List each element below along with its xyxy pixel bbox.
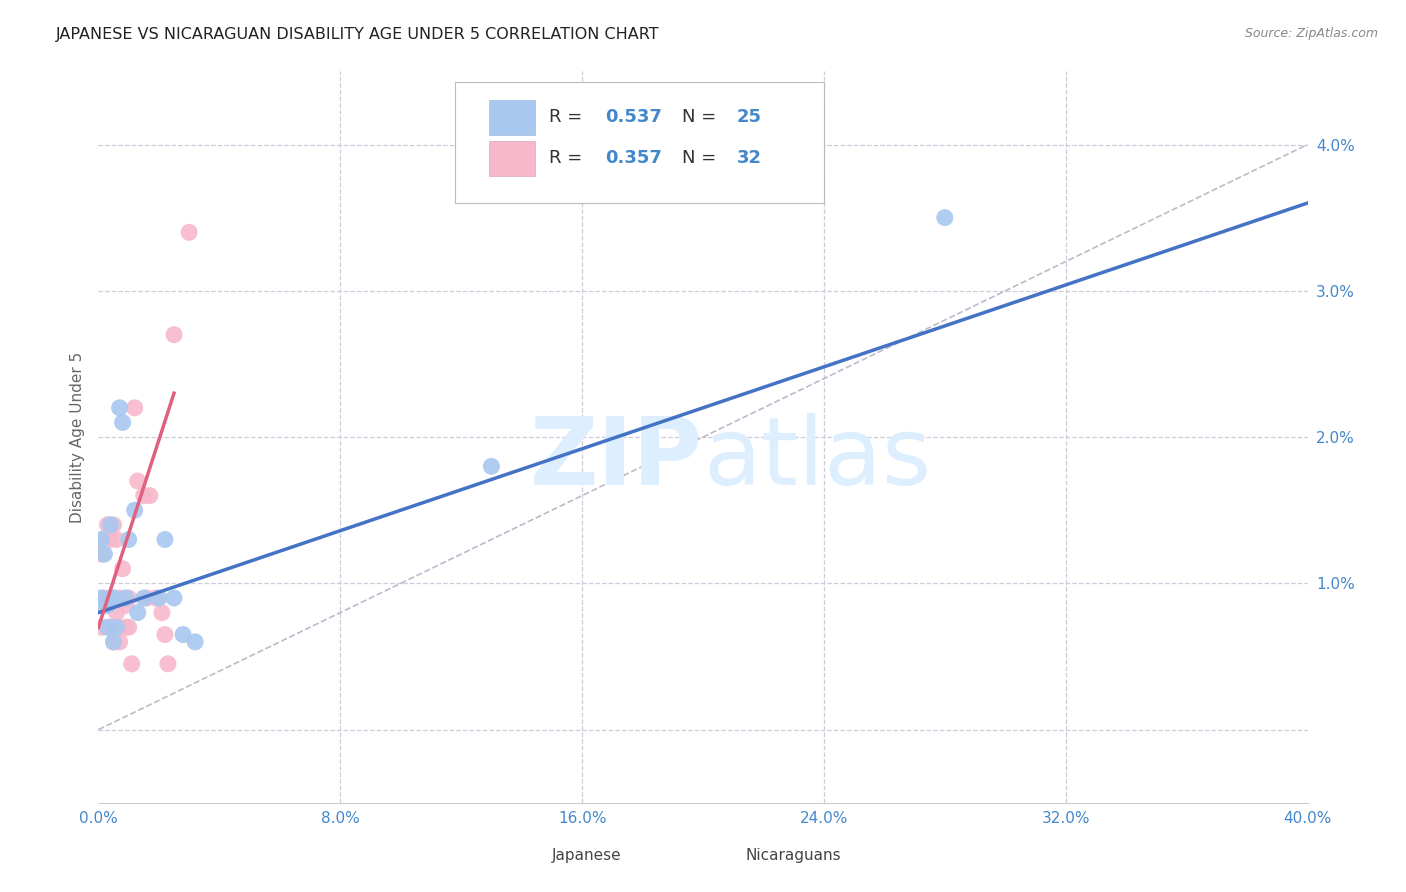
Point — [145, 591, 167, 605]
Point — [103, 591, 125, 605]
Point — [118, 591, 141, 605]
Point — [96, 599, 118, 613]
Point — [156, 657, 179, 671]
Point — [108, 401, 131, 415]
Point — [103, 517, 125, 532]
Point — [132, 489, 155, 503]
Point — [124, 401, 146, 415]
Point — [163, 591, 186, 605]
Point — [96, 620, 118, 634]
Y-axis label: Disability Age Under 5: Disability Age Under 5 — [69, 351, 84, 523]
Point — [100, 517, 122, 532]
Text: 25: 25 — [737, 109, 762, 127]
Point — [90, 533, 112, 547]
Text: ZIP: ZIP — [530, 413, 703, 505]
FancyBboxPatch shape — [703, 846, 737, 869]
Point — [132, 591, 155, 605]
Point — [124, 503, 146, 517]
Point — [118, 620, 141, 634]
Point — [90, 591, 112, 605]
Point — [172, 627, 194, 641]
Point — [150, 606, 173, 620]
Point — [114, 599, 136, 613]
Point — [96, 517, 118, 532]
Text: 32: 32 — [737, 149, 762, 168]
Point — [105, 533, 128, 547]
Point — [103, 635, 125, 649]
Point — [93, 533, 115, 547]
FancyBboxPatch shape — [456, 82, 824, 203]
Text: atlas: atlas — [703, 413, 931, 505]
Point — [108, 591, 131, 605]
Point — [111, 416, 134, 430]
Text: JAPANESE VS NICARAGUAN DISABILITY AGE UNDER 5 CORRELATION CHART: JAPANESE VS NICARAGUAN DISABILITY AGE UN… — [56, 27, 659, 42]
Point — [184, 635, 207, 649]
Point — [153, 533, 176, 547]
Text: Japanese: Japanese — [551, 848, 621, 863]
Point — [108, 635, 131, 649]
Point — [93, 599, 115, 613]
Text: R =: R = — [550, 109, 589, 127]
Point — [114, 591, 136, 605]
Point — [93, 591, 115, 605]
Point — [90, 547, 112, 561]
Point — [100, 620, 122, 634]
Point — [96, 599, 118, 613]
Point — [103, 591, 125, 605]
Point — [481, 459, 503, 474]
Point — [93, 547, 115, 561]
Point — [105, 620, 128, 634]
Point — [105, 606, 128, 620]
Point — [934, 211, 956, 225]
Text: Source: ZipAtlas.com: Source: ZipAtlas.com — [1244, 27, 1378, 40]
FancyBboxPatch shape — [489, 141, 534, 176]
Point — [139, 489, 162, 503]
Point — [135, 591, 157, 605]
Point — [90, 620, 112, 634]
Point — [100, 533, 122, 547]
Point — [179, 225, 201, 239]
Point — [103, 635, 125, 649]
Point — [100, 591, 122, 605]
Point — [148, 591, 170, 605]
Text: 0.537: 0.537 — [605, 109, 662, 127]
Point — [127, 474, 149, 488]
Text: Nicaraguans: Nicaraguans — [745, 848, 841, 863]
Point — [121, 657, 143, 671]
Point — [118, 533, 141, 547]
Text: 0.357: 0.357 — [605, 149, 662, 168]
Point — [153, 627, 176, 641]
Point — [111, 562, 134, 576]
Point — [114, 620, 136, 634]
Text: R =: R = — [550, 149, 589, 168]
FancyBboxPatch shape — [489, 100, 534, 135]
Text: N =: N = — [682, 149, 723, 168]
Point — [163, 327, 186, 342]
FancyBboxPatch shape — [509, 846, 543, 869]
Text: N =: N = — [682, 109, 723, 127]
Point — [127, 606, 149, 620]
